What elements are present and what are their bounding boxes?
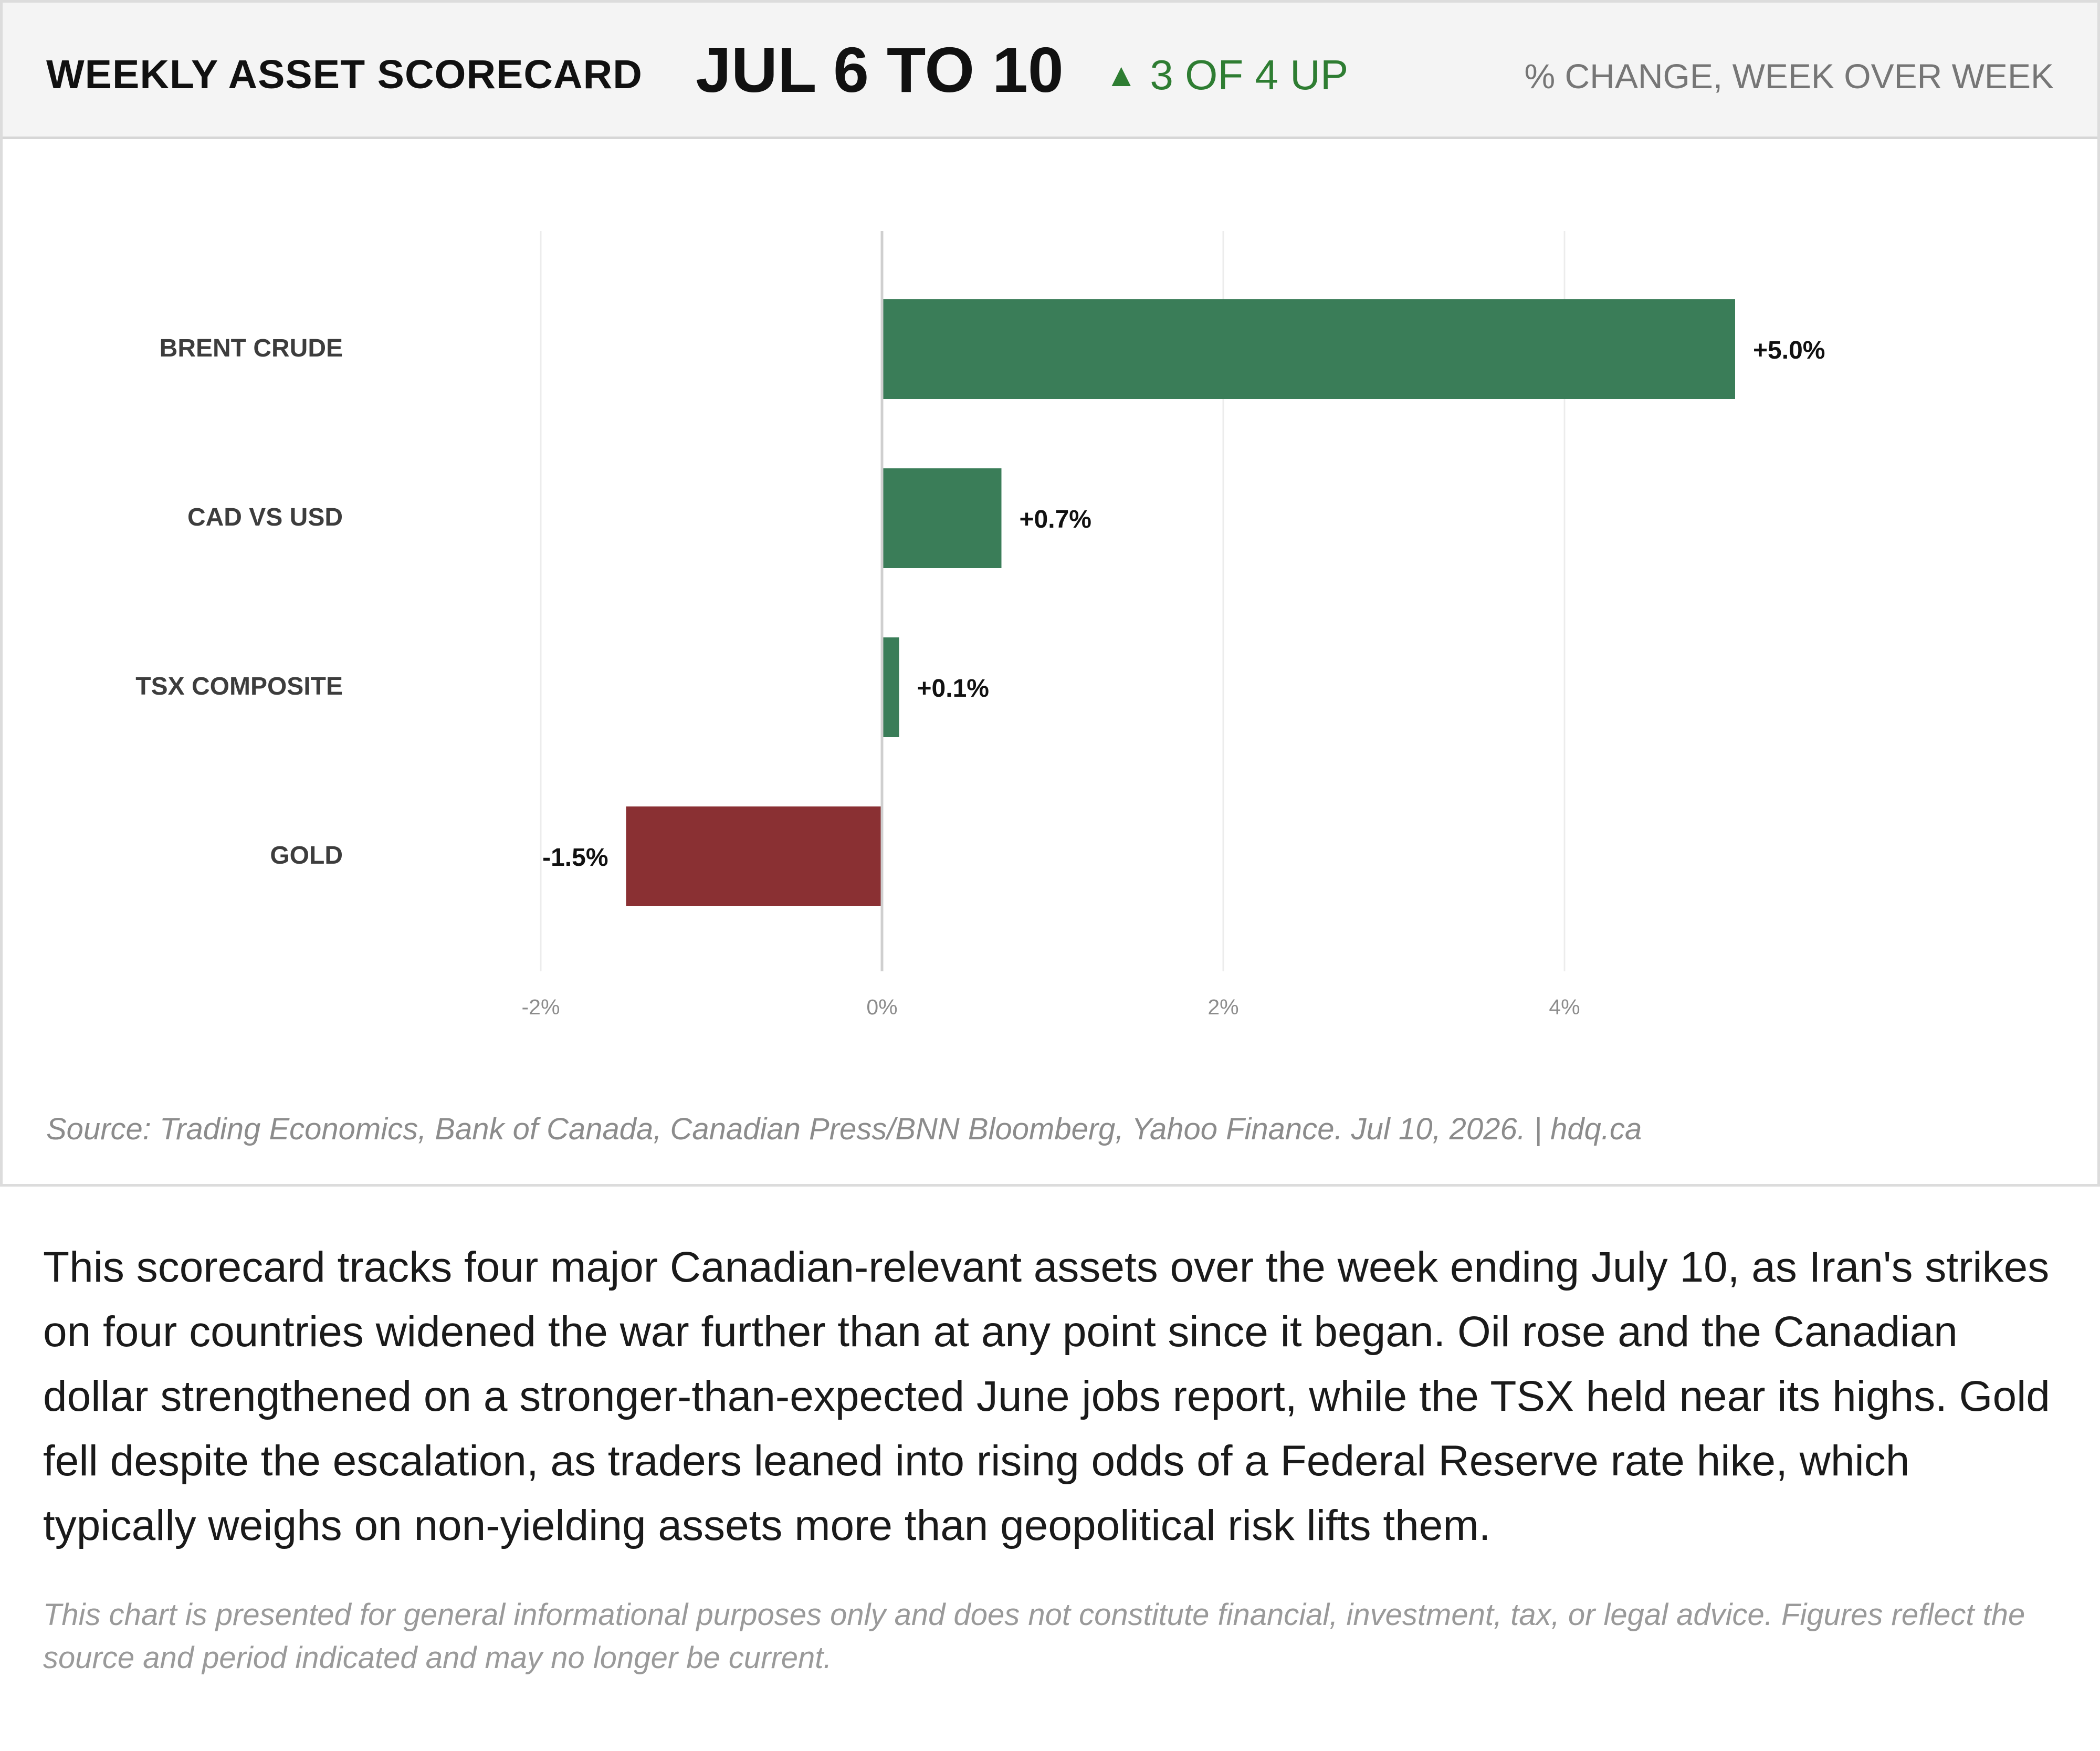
x-tick-label: 2% [1208,995,1238,1019]
value-label: +5.0% [1753,337,1825,364]
value-label: +0.1% [917,675,989,703]
description-paragraph: This scorecard tracks four major Canadia… [43,1243,2050,1549]
disclaimer: This chart is presented for general info… [43,1598,2025,1675]
x-tick-label: 4% [1549,995,1580,1019]
source-note: Source: Trading Economics, Bank of Canad… [46,1112,1642,1146]
value-label: +0.7% [1020,506,1091,533]
bar-tsx-composite [882,637,899,737]
category-label: BRENT CRUDE [160,334,343,362]
up-summary-text: 3 OF 4 UP [1150,51,1349,98]
category-label: GOLD [270,842,343,869]
date-range: JUL 6 TO 10 [696,34,1064,106]
scorecard-header: WEEKLY ASSET SCORECARD JUL 6 TO 10 ▲ 3 OF… [3,3,2097,139]
value-label: -1.5% [542,844,608,872]
bar-brent-crude [882,299,1735,399]
category-label: TSX COMPOSITE [135,673,343,700]
up-triangle-icon: ▲ [1105,57,1138,93]
scorecard-card: WEEKLY ASSET SCORECARD JUL 6 TO 10 ▲ 3 OF… [0,0,2100,1187]
measure-note: % CHANGE, WEEK OVER WEEK [1524,57,2054,96]
category-label: CAD VS USD [187,504,343,531]
scorecard-title: WEEKLY ASSET SCORECARD [46,52,643,97]
x-tick-label: 0% [866,995,897,1019]
x-tick-label: -2% [522,995,560,1019]
bar-chart: -2% 0% 2% 4% BRENT CRUDE +5.0% CAD VS USD +0.7%… [135,231,1825,1019]
up-summary: ▲ 3 OF 4 UP [1105,51,1348,99]
bar-cad-vs-usd [882,468,1002,568]
bar-gold [626,806,882,906]
